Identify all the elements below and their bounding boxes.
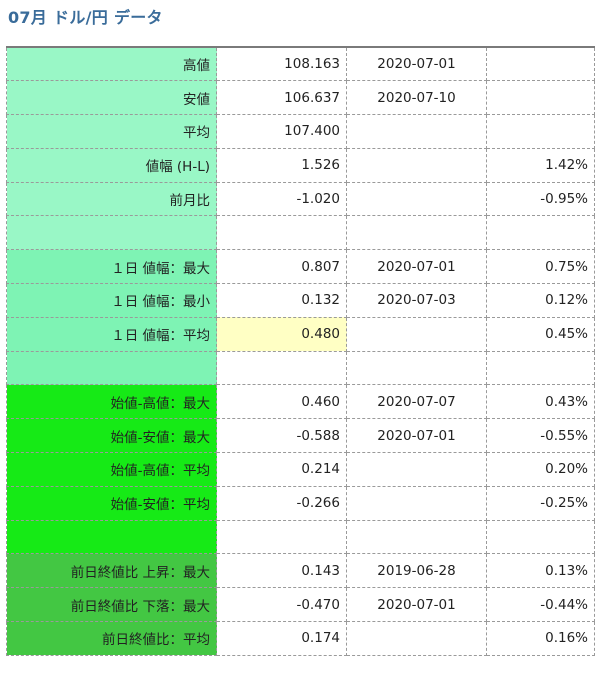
row-label-open-high-max: 始値-高値：最大 bbox=[6, 384, 217, 420]
row-label-daily-range-max: １日 値幅：最大 bbox=[6, 249, 217, 285]
row-date-daily-range-avg bbox=[346, 316, 487, 352]
row-label-open-low-avg: 始値-安値：平均 bbox=[6, 485, 217, 521]
row-value-blank bbox=[216, 215, 347, 251]
row-pct-open-high-max: 0.43% bbox=[486, 384, 595, 420]
row-label-blank bbox=[6, 350, 217, 386]
row-pct-blank bbox=[486, 215, 595, 251]
row-pct-blank bbox=[486, 350, 595, 386]
row-date-open-low-avg bbox=[346, 485, 487, 521]
table-row: 前月比 -1.020 -0.95% bbox=[6, 181, 595, 217]
table-row: 始値-安値：最大 -0.588 2020-07-01 -0.55% bbox=[6, 418, 595, 454]
row-pct-low bbox=[486, 80, 595, 116]
row-label-daily-range-avg: １日 値幅：平均 bbox=[6, 316, 217, 352]
row-date-prev-close-avg bbox=[346, 621, 487, 656]
row-value-blank bbox=[216, 350, 347, 386]
row-value-daily-range-avg: 0.480 bbox=[216, 316, 347, 352]
page-title: 07月 ドル/円 データ bbox=[8, 8, 163, 27]
table-row: 前日終値比 上昇：最大 0.143 2019-06-28 0.13% bbox=[6, 553, 595, 589]
table-row: 前日終値比：平均 0.174 0.16% bbox=[6, 621, 595, 656]
row-date-low: 2020-07-10 bbox=[346, 80, 487, 116]
row-label-prev-close-up-max: 前日終値比 上昇：最大 bbox=[6, 553, 217, 589]
row-pct-average bbox=[486, 114, 595, 149]
row-value-open-high-max: 0.460 bbox=[216, 384, 347, 420]
row-pct-open-low-max: -0.55% bbox=[486, 418, 595, 454]
table-row: 前日終値比 下落：最大 -0.470 2020-07-01 -0.44% bbox=[6, 587, 595, 623]
table-row: １日 値幅：平均 0.480 0.45% bbox=[6, 316, 595, 352]
row-value-prev-close-down-max: -0.470 bbox=[216, 587, 347, 623]
row-label-average: 平均 bbox=[6, 114, 217, 149]
row-value-blank bbox=[216, 519, 347, 555]
row-label-open-high-avg: 始値-高値：平均 bbox=[6, 452, 217, 487]
table-row: 始値-安値：平均 -0.266 -0.25% bbox=[6, 485, 595, 521]
table-row bbox=[6, 350, 595, 386]
row-label-daily-range-min: １日 値幅：最小 bbox=[6, 283, 217, 318]
row-value-prev-close-up-max: 0.143 bbox=[216, 553, 347, 589]
row-label-high: 高値 bbox=[6, 46, 217, 82]
row-value-daily-range-max: 0.807 bbox=[216, 249, 347, 285]
row-label-prev-close-avg: 前日終値比：平均 bbox=[6, 621, 217, 656]
row-pct-high bbox=[486, 46, 595, 82]
row-date-blank bbox=[346, 215, 487, 251]
usd-jpy-data-table: 高値 108.163 2020-07-01 安値 106.637 2020-07… bbox=[6, 46, 595, 656]
row-pct-prev-close-up-max: 0.13% bbox=[486, 553, 595, 589]
row-date-open-high-max: 2020-07-07 bbox=[346, 384, 487, 420]
row-value-daily-range-min: 0.132 bbox=[216, 283, 347, 318]
row-date-daily-range-max: 2020-07-01 bbox=[346, 249, 487, 285]
row-pct-range: 1.42% bbox=[486, 147, 595, 183]
row-pct-open-low-avg: -0.25% bbox=[486, 485, 595, 521]
row-value-open-high-avg: 0.214 bbox=[216, 452, 347, 487]
row-date-open-low-max: 2020-07-01 bbox=[346, 418, 487, 454]
row-value-open-low-avg: -0.266 bbox=[216, 485, 347, 521]
row-label-low: 安値 bbox=[6, 80, 217, 116]
row-value-open-low-max: -0.588 bbox=[216, 418, 347, 454]
row-date-range bbox=[346, 147, 487, 183]
table-row: 安値 106.637 2020-07-10 bbox=[6, 80, 595, 116]
row-date-high: 2020-07-01 bbox=[346, 46, 487, 82]
row-value-average: 107.400 bbox=[216, 114, 347, 149]
row-value-mom: -1.020 bbox=[216, 181, 347, 217]
row-date-mom bbox=[346, 181, 487, 217]
row-label-mom: 前月比 bbox=[6, 181, 217, 217]
table-row: 始値-高値：最大 0.460 2020-07-07 0.43% bbox=[6, 384, 595, 420]
row-pct-blank bbox=[486, 519, 595, 555]
row-label-open-low-max: 始値-安値：最大 bbox=[6, 418, 217, 454]
row-pct-daily-range-min: 0.12% bbox=[486, 283, 595, 318]
table-row: 平均 107.400 bbox=[6, 114, 595, 149]
table-row bbox=[6, 215, 595, 251]
row-pct-prev-close-avg: 0.16% bbox=[486, 621, 595, 656]
row-value-high: 108.163 bbox=[216, 46, 347, 82]
table-row: 始値-高値：平均 0.214 0.20% bbox=[6, 452, 595, 487]
table-row: １日 値幅：最小 0.132 2020-07-03 0.12% bbox=[6, 283, 595, 318]
row-label-blank bbox=[6, 519, 217, 555]
row-label-range: 値幅 (H-L) bbox=[6, 147, 217, 183]
row-value-low: 106.637 bbox=[216, 80, 347, 116]
row-date-prev-close-up-max: 2019-06-28 bbox=[346, 553, 487, 589]
table-row: 高値 108.163 2020-07-01 bbox=[6, 46, 595, 82]
table-row bbox=[6, 519, 595, 555]
row-label-prev-close-down-max: 前日終値比 下落：最大 bbox=[6, 587, 217, 623]
row-pct-daily-range-avg: 0.45% bbox=[486, 316, 595, 352]
row-date-average bbox=[346, 114, 487, 149]
row-value-prev-close-avg: 0.174 bbox=[216, 621, 347, 656]
row-pct-daily-range-max: 0.75% bbox=[486, 249, 595, 285]
row-date-blank bbox=[346, 350, 487, 386]
row-date-blank bbox=[346, 519, 487, 555]
row-pct-mom: -0.95% bbox=[486, 181, 595, 217]
row-pct-open-high-avg: 0.20% bbox=[486, 452, 595, 487]
table-row: １日 値幅：最大 0.807 2020-07-01 0.75% bbox=[6, 249, 595, 285]
row-date-prev-close-down-max: 2020-07-01 bbox=[346, 587, 487, 623]
row-date-daily-range-min: 2020-07-03 bbox=[346, 283, 487, 318]
row-pct-prev-close-down-max: -0.44% bbox=[486, 587, 595, 623]
row-date-open-high-avg bbox=[346, 452, 487, 487]
table-row: 値幅 (H-L) 1.526 1.42% bbox=[6, 147, 595, 183]
row-value-range: 1.526 bbox=[216, 147, 347, 183]
row-label-blank bbox=[6, 215, 217, 251]
